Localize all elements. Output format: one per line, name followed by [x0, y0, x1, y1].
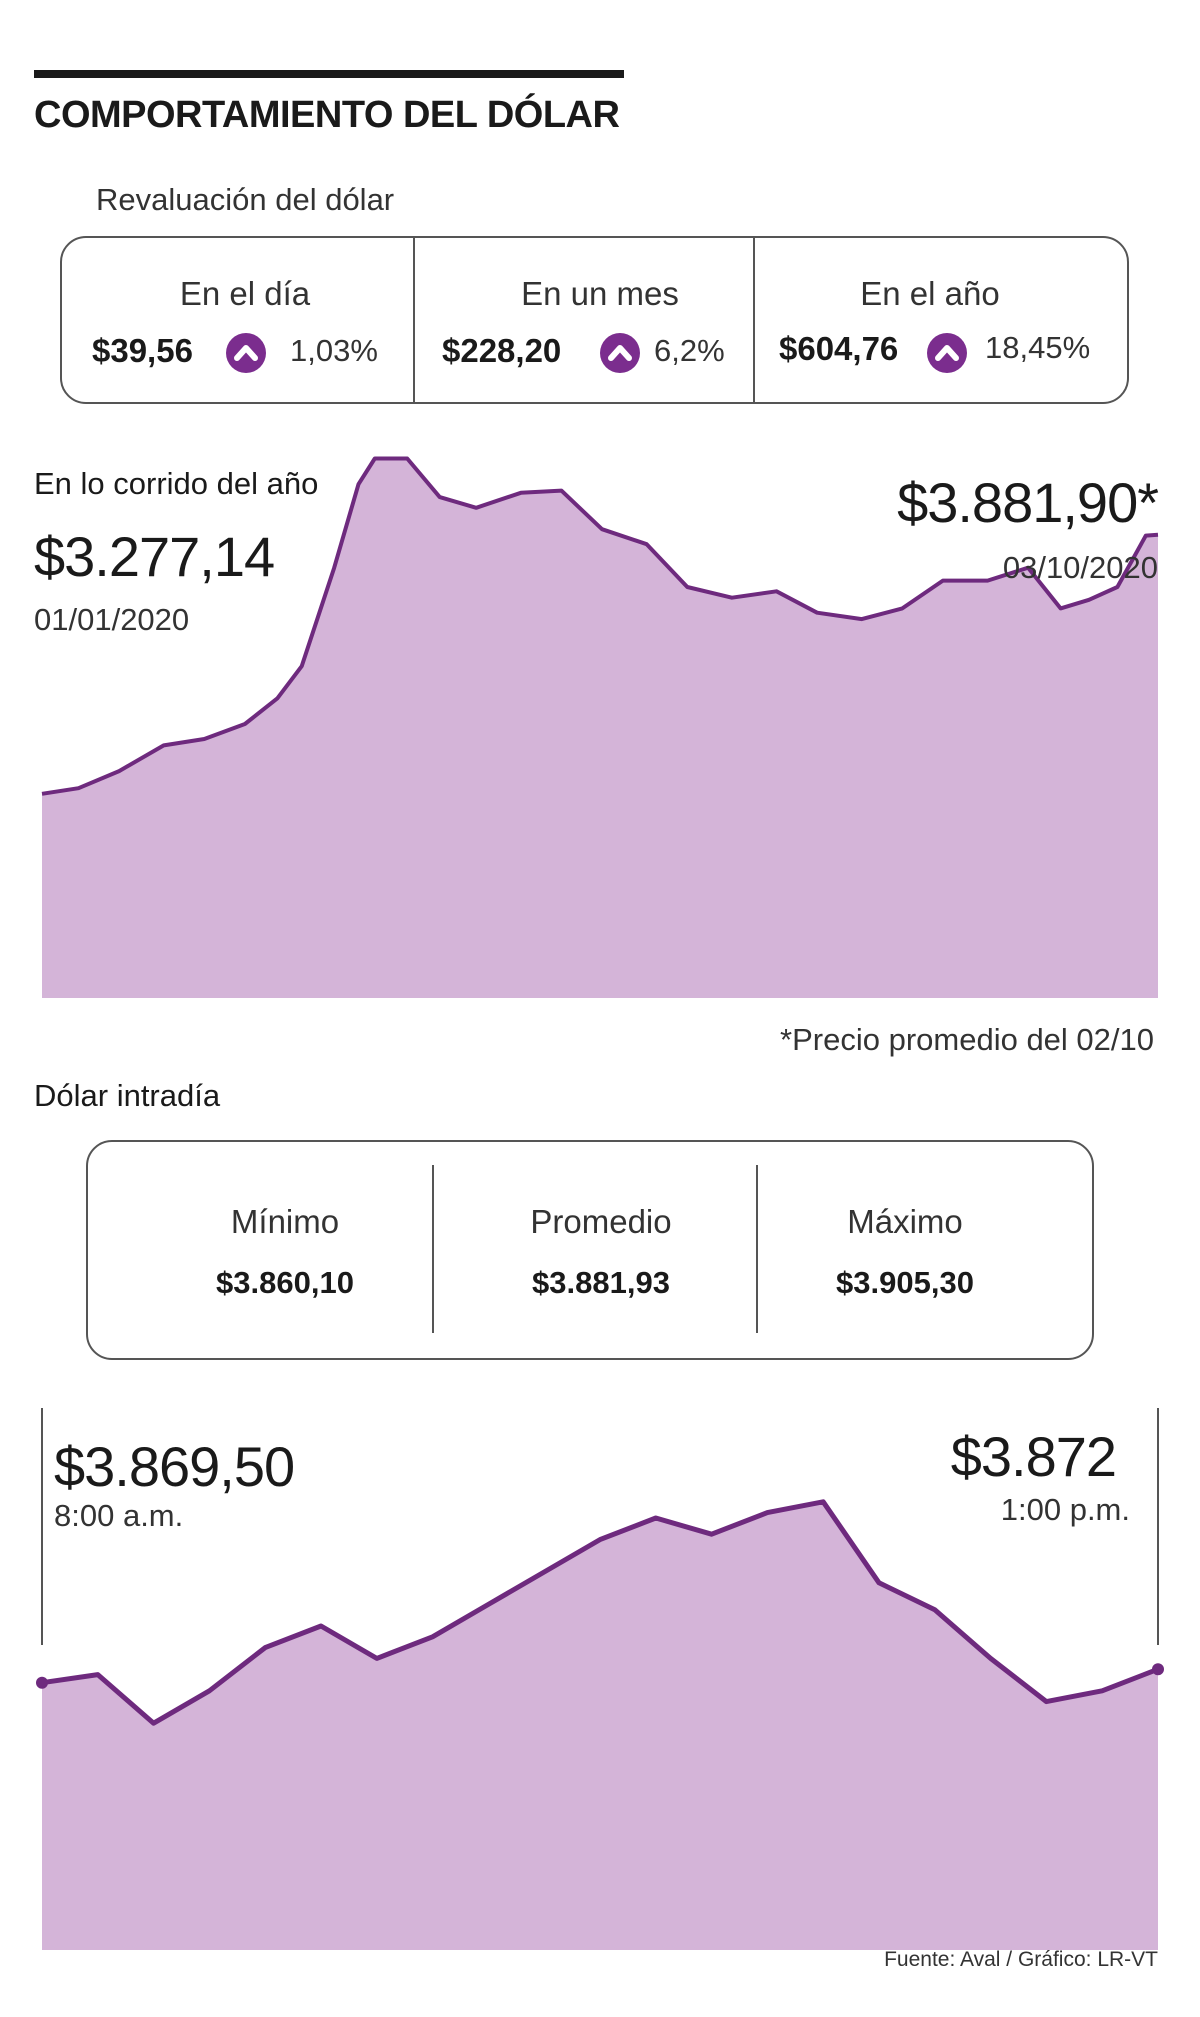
- revaluation-year-value: $604,76: [779, 330, 899, 367]
- revaluation-day-pct: 1,03%: [290, 333, 378, 368]
- arrow-up-icon: [226, 333, 266, 373]
- intraday-max-value: $3.905,30: [836, 1265, 974, 1300]
- intraday-end-value: $3.872: [950, 1425, 1117, 1488]
- intraday-max-label: Máximo: [847, 1203, 963, 1240]
- revaluation-box: [60, 236, 1129, 404]
- intraday-start-value: $3.869,50: [54, 1435, 295, 1498]
- revaluation-month-pct: 6,2%: [654, 333, 725, 368]
- intraday-end-point: [1152, 1663, 1164, 1676]
- revaluation-heading: Revaluación del dólar: [96, 182, 395, 217]
- top-rule: [34, 70, 624, 78]
- year-heading: En lo corrido del año: [34, 466, 319, 501]
- intraday-chart-area: [42, 1501, 1158, 1950]
- year-start-value: $3.277,14: [34, 525, 275, 588]
- intraday-divider: [432, 1165, 434, 1333]
- intraday-stats-box: [86, 1140, 1094, 1360]
- revaluation-month-label: En un mes: [521, 275, 679, 312]
- year-chart-area: [42, 458, 1158, 998]
- intraday-chart-line: [41, 1499, 1159, 1726]
- intraday-min-label: Mínimo: [230, 1203, 340, 1240]
- revaluation-divider: [413, 236, 415, 404]
- year-start-date: 01/01/2020: [34, 602, 190, 637]
- arrow-up-icon: [927, 333, 967, 373]
- intraday-start-point: [36, 1676, 48, 1689]
- intraday-divider: [756, 1165, 758, 1333]
- year-chart-line: [41, 456, 1159, 796]
- year-end-date: 03/10/2020: [1002, 550, 1158, 585]
- revaluation-year-pct: 18,45%: [985, 330, 1091, 365]
- revaluation-day-label: En el día: [179, 275, 311, 312]
- revaluation-month-value: $228,20: [442, 332, 562, 369]
- intraday-start-time: 8:00 a.m.: [54, 1498, 184, 1533]
- year-footnote: *Precio promedio del 02/10: [780, 1022, 1154, 1057]
- revaluation-day-value: $39,56: [92, 332, 193, 369]
- intraday-heading: Dólar intradía: [34, 1078, 221, 1113]
- intraday-end-time: 1:00 p.m.: [1000, 1492, 1130, 1527]
- arrow-up-icon: [600, 333, 640, 373]
- page-title: COMPORTAMIENTO DEL DÓLAR: [34, 94, 620, 136]
- year-end-value: $3.881,90*: [897, 471, 1159, 534]
- revaluation-year-label: En el año: [860, 275, 1000, 312]
- revaluation-divider: [753, 236, 755, 404]
- intraday-avg-label: Promedio: [530, 1203, 672, 1240]
- intraday-min-value: $3.860,10: [216, 1265, 354, 1300]
- intraday-avg-value: $3.881,93: [532, 1265, 670, 1300]
- source-credit: Fuente: Aval / Gráfico: LR-VT: [884, 1948, 1158, 1971]
